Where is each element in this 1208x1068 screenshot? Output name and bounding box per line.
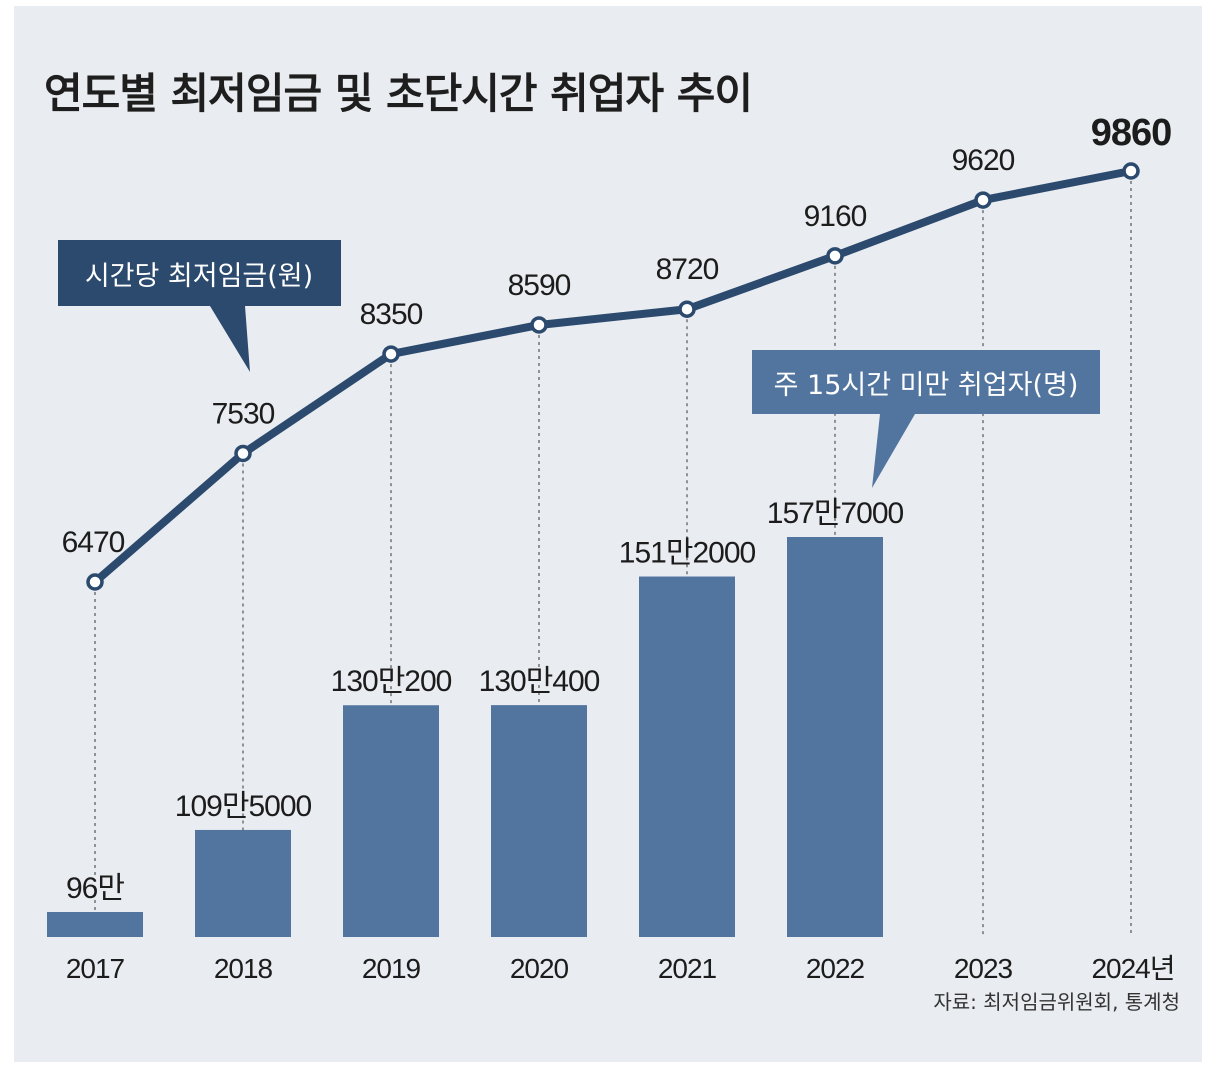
x-tick-2: 2019 xyxy=(362,953,421,984)
line-point-2017 xyxy=(86,573,104,591)
line-label-2022: 9160 xyxy=(804,200,867,233)
line-point-2019 xyxy=(382,345,400,363)
x-tick-0: 2017 xyxy=(66,953,125,984)
line-value-labels: 6470 7530 8350 8590 8720 9160 9620 9860 xyxy=(62,112,1173,559)
line-label-2019: 8350 xyxy=(360,298,423,331)
source-note: 자료: 최저임금위원회, 통계청 xyxy=(933,990,1180,1014)
line-series-callout: 시간당 최저임금(원) xyxy=(58,240,341,372)
line-label-2020: 8590 xyxy=(508,269,571,302)
line-label-2018: 7530 xyxy=(212,397,275,430)
line-point-2020 xyxy=(530,316,548,334)
bar-2021 xyxy=(639,576,735,937)
chart-title: 연도별 최저임금 및 초단시간 취업자 추이 xyxy=(44,69,753,118)
x-tick-6: 2023 xyxy=(954,953,1013,984)
line-point-2024년 xyxy=(1122,162,1140,180)
bar-callout-box xyxy=(752,350,1100,488)
bar-series xyxy=(47,537,883,937)
bar-label-2021: 151만2000 xyxy=(619,537,756,570)
x-axis-ticks: 2017 2018 2019 2020 2021 2022 2023 2024년 xyxy=(66,953,1176,984)
x-tick-5: 2022 xyxy=(806,953,865,984)
bar-2019 xyxy=(343,705,439,937)
bar-label-2018: 109만5000 xyxy=(175,790,312,823)
line-series xyxy=(86,162,1140,591)
line-label-2024년: 9860 xyxy=(1091,112,1172,154)
bar-label-2017: 96만 xyxy=(66,872,124,905)
line-point-2022 xyxy=(826,247,844,265)
x-tick-4: 2021 xyxy=(658,953,717,984)
x-tick-7: 2024년 xyxy=(1091,953,1174,984)
bar-label-2020: 130만400 xyxy=(479,665,600,698)
bar-label-2022: 157만7000 xyxy=(767,497,904,530)
line-callout-text: 시간당 최저임금(원) xyxy=(85,261,313,292)
line-point-2023 xyxy=(974,191,992,209)
line-point-2018 xyxy=(234,444,252,463)
line-point-2021 xyxy=(678,300,696,318)
x-tick-1: 2018 xyxy=(214,953,273,984)
line-label-2017: 6470 xyxy=(62,526,125,559)
bar-2020 xyxy=(491,705,587,937)
bar-callout-text: 주 15시간 미만 취업자(명) xyxy=(774,370,1079,401)
bar-value-labels: 96만 109만5000 130만200 130만400 151만2000 157만700… xyxy=(66,497,904,905)
x-tick-3: 2020 xyxy=(510,953,569,984)
line-label-2023: 9620 xyxy=(952,144,1015,177)
line-path xyxy=(91,167,1135,586)
line-label-2021: 8720 xyxy=(656,253,719,286)
bar-2017 xyxy=(47,912,143,937)
line-callout-box xyxy=(58,240,341,372)
bar-2018 xyxy=(195,829,291,937)
bar-2022 xyxy=(787,537,883,937)
bar-series-callout: 주 15시간 미만 취업자(명) xyxy=(752,350,1100,488)
bar-label-2019: 130만200 xyxy=(331,665,452,698)
